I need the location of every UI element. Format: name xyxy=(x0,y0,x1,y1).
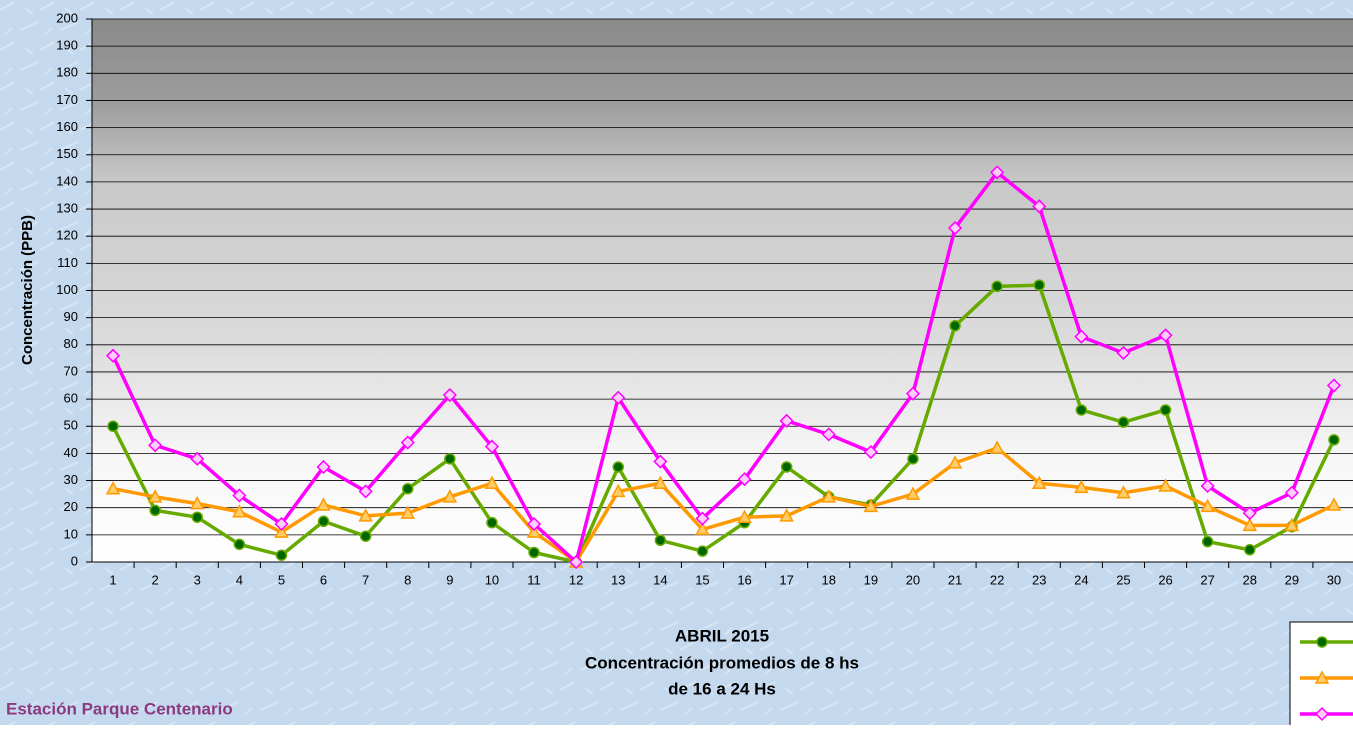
point xyxy=(361,531,371,541)
y-tick-label: 120 xyxy=(56,228,78,243)
x-tick-label: 1 xyxy=(109,572,116,587)
x-tick-label: 22 xyxy=(990,572,1004,587)
x-tick-label: 8 xyxy=(404,572,411,587)
y-tick-label: 140 xyxy=(56,173,78,188)
y-tick-label: 60 xyxy=(64,391,78,406)
x-tick-label: 15 xyxy=(695,572,709,587)
point xyxy=(529,547,539,557)
x-tick-label: 16 xyxy=(737,572,751,587)
point xyxy=(1076,405,1086,415)
x-tick-label: 26 xyxy=(1158,572,1172,587)
point xyxy=(276,550,286,560)
station-label: Estación Parque Centenario xyxy=(6,699,233,718)
x-tick-label: 18 xyxy=(822,572,836,587)
point xyxy=(319,516,329,526)
x-tick-label: 21 xyxy=(948,572,962,587)
x-tick-label: 23 xyxy=(1032,572,1046,587)
y-tick-label: 130 xyxy=(56,200,78,215)
y-tick-label: 10 xyxy=(64,526,78,541)
x-tick-label: 6 xyxy=(320,572,327,587)
x-tick-label: 28 xyxy=(1243,572,1257,587)
y-tick-label: 40 xyxy=(64,445,78,460)
y-tick-label: 150 xyxy=(56,146,78,161)
x-tick-label: 11 xyxy=(527,572,541,587)
point xyxy=(445,454,455,464)
chart-subtitle: Concentración promedios de 8 hs xyxy=(585,653,859,672)
point xyxy=(782,462,792,472)
point xyxy=(150,505,160,515)
point xyxy=(403,484,413,494)
chart: Concentración (PPB) ABRIL 2015 Concentra… xyxy=(0,0,1353,725)
x-tick-label: 13 xyxy=(611,572,625,587)
y-tick-label: 90 xyxy=(64,309,78,324)
chart-title: ABRIL 2015 xyxy=(675,626,769,645)
point xyxy=(1329,435,1339,445)
point xyxy=(1034,280,1044,290)
x-tick-label: 24 xyxy=(1074,572,1088,587)
point xyxy=(908,454,918,464)
point xyxy=(992,281,1002,291)
point xyxy=(487,518,497,528)
y-tick-label: 170 xyxy=(56,92,78,107)
x-tick-label: 12 xyxy=(569,572,583,587)
x-tick-label: 7 xyxy=(362,572,369,587)
y-tick-label: 30 xyxy=(64,472,78,487)
point xyxy=(655,535,665,545)
x-tick-label: 30 xyxy=(1327,572,1341,587)
point xyxy=(1118,417,1128,427)
y-tick-label: 110 xyxy=(57,255,78,270)
chart-subtitle: de 16 a 24 Hs xyxy=(668,679,776,698)
point xyxy=(950,321,960,331)
point xyxy=(192,512,202,522)
y-tick-label: 0 xyxy=(71,553,78,568)
x-tick-label: 9 xyxy=(446,572,453,587)
point xyxy=(1245,545,1255,555)
x-tick-label: 27 xyxy=(1200,572,1214,587)
y-tick-label: 180 xyxy=(56,65,78,80)
y-tick-label: 200 xyxy=(56,10,78,25)
x-tick-label: 19 xyxy=(864,572,878,587)
y-tick-label: 190 xyxy=(56,38,78,53)
x-tick-label: 3 xyxy=(194,572,201,587)
point xyxy=(1161,405,1171,415)
x-tick-label: 4 xyxy=(236,572,243,587)
y-tick-label: 160 xyxy=(56,119,78,134)
x-tick-label: 14 xyxy=(653,572,667,587)
x-tick-label: 20 xyxy=(906,572,920,587)
x-tick-label: 25 xyxy=(1116,572,1130,587)
x-tick-label: 10 xyxy=(485,572,499,587)
y-tick-label: 70 xyxy=(64,363,78,378)
point xyxy=(108,421,118,431)
y-tick-label: 50 xyxy=(64,418,78,433)
point xyxy=(697,546,707,556)
x-tick-label: 17 xyxy=(779,572,793,587)
x-tick-label: 29 xyxy=(1285,572,1299,587)
y-tick-label: 20 xyxy=(64,499,78,514)
point xyxy=(613,462,623,472)
y-tick-label: 100 xyxy=(56,282,78,297)
point xyxy=(1203,537,1213,547)
x-tick-label: 5 xyxy=(278,572,285,587)
y-tick-label: 80 xyxy=(64,336,78,351)
legend-marker xyxy=(1317,637,1327,647)
x-tick-label: 2 xyxy=(152,572,159,587)
y-axis-label: Concentración (PPB) xyxy=(19,215,36,365)
point xyxy=(234,539,244,549)
